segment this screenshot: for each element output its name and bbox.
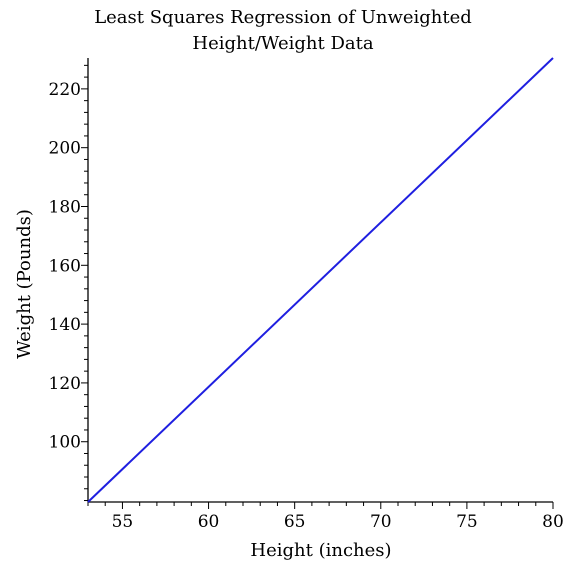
chart-title-line-1: Least Squares Regression of Unweighted [94,7,472,28]
x-tick-label: 65 [284,512,306,532]
y-axis-label: Weight (Pounds) [14,209,35,359]
y-tick-label: 180 [49,197,81,217]
x-tick-label: 60 [198,512,220,532]
x-tick-label: 80 [542,512,564,532]
y-tick-label: 100 [49,433,81,453]
x-tick-label: 55 [112,512,134,532]
x-tick-label: 75 [456,512,478,532]
axes [87,58,553,503]
y-tick-label: 140 [49,315,81,335]
y-tick-label: 220 [49,80,81,100]
plot-area [87,57,554,503]
y-tick-label: 200 [49,139,81,159]
ticks: 55 60 65 70 75 80 100 120 140 160 180 200 220 [49,64,564,532]
x-axis-label: Height (inches) [250,540,391,561]
x-tick-label: 70 [370,512,392,532]
chart-title-line-2: Height/Weight Data [192,33,373,54]
y-tick-label: 120 [49,374,81,394]
y-tick-label: 160 [49,256,81,276]
regression-line [87,57,554,503]
